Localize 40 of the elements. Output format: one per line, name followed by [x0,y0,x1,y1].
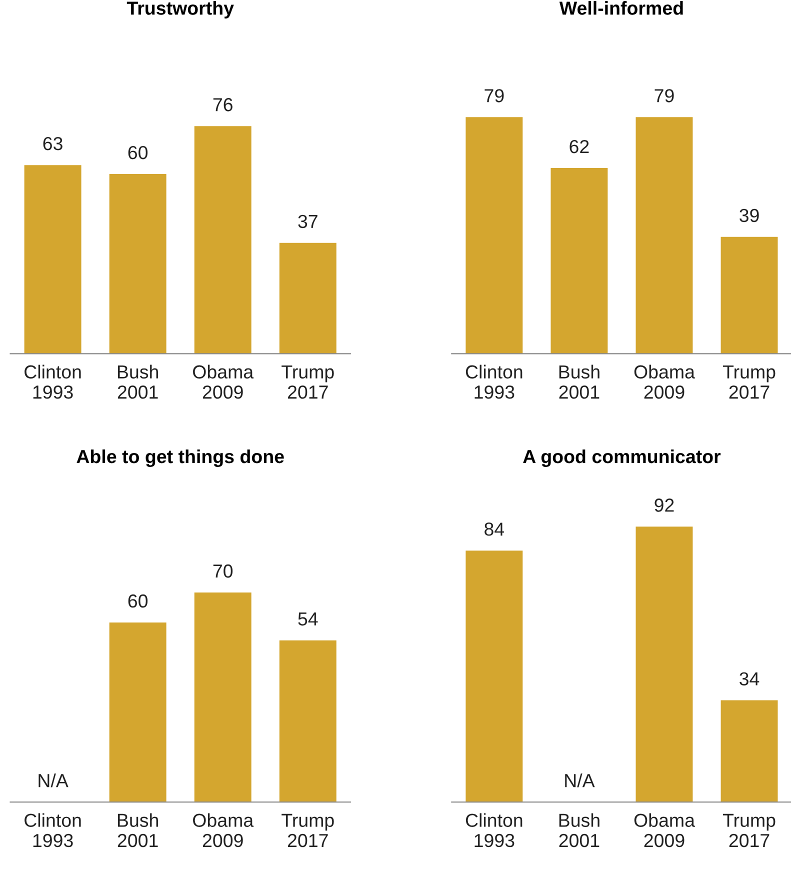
x-tick-label: Clinton 1993 [24,813,81,848]
data-label: 60 [128,146,148,160]
x-tick-label: Clinton 1993 [24,364,81,399]
data-label: 70 [213,564,233,578]
text: N/A [565,773,595,788]
x-tick-label: Clinton 1993 [466,364,522,399]
data-label: 84 [484,522,504,536]
x-tick-label: Trump 2017 [282,365,334,399]
data-label: 37 [298,214,318,228]
chart-title: Well-informed [559,1,683,15]
x-tick-label: Obama 2009 [634,813,695,848]
x-tick-label: Trump 2017 [722,814,776,848]
bar [24,165,82,354]
chart-title: Able to get things done [76,449,284,468]
x-tick-label: Bush 2001 [559,364,600,399]
data-label: 39 [740,208,759,222]
text: N/A [38,773,68,788]
data-label: 63 [43,136,62,150]
data-label: 79 [484,89,504,102]
data-label: 34 [740,672,760,686]
chart-title: A good communicator [523,449,721,468]
data-label: 92 [654,498,674,512]
x-tick-label: Obama 2009 [634,364,695,399]
x-tick-label: Trump 2017 [722,365,776,399]
data-label: 76 [213,98,232,112]
x-tick-label: Clinton 1993 [466,813,522,848]
x-tick-label: Bush 2001 [118,364,158,399]
data-label: 60 [128,594,148,608]
x-tick-label: Bush 2001 [118,813,158,848]
data-label: 79 [654,89,674,102]
bar [279,242,336,354]
x-tick-label: Obama 2009 [193,364,254,399]
chart-title: Trustworthy [126,1,234,19]
bar [194,126,252,354]
x-tick-label: Bush 2001 [559,813,600,848]
x-tick-label: Obama 2009 [193,813,254,848]
bar [109,174,166,354]
x-tick-label: Trump 2017 [282,814,334,848]
data-label: 62 [570,140,589,154]
data-label: 54 [298,612,318,626]
